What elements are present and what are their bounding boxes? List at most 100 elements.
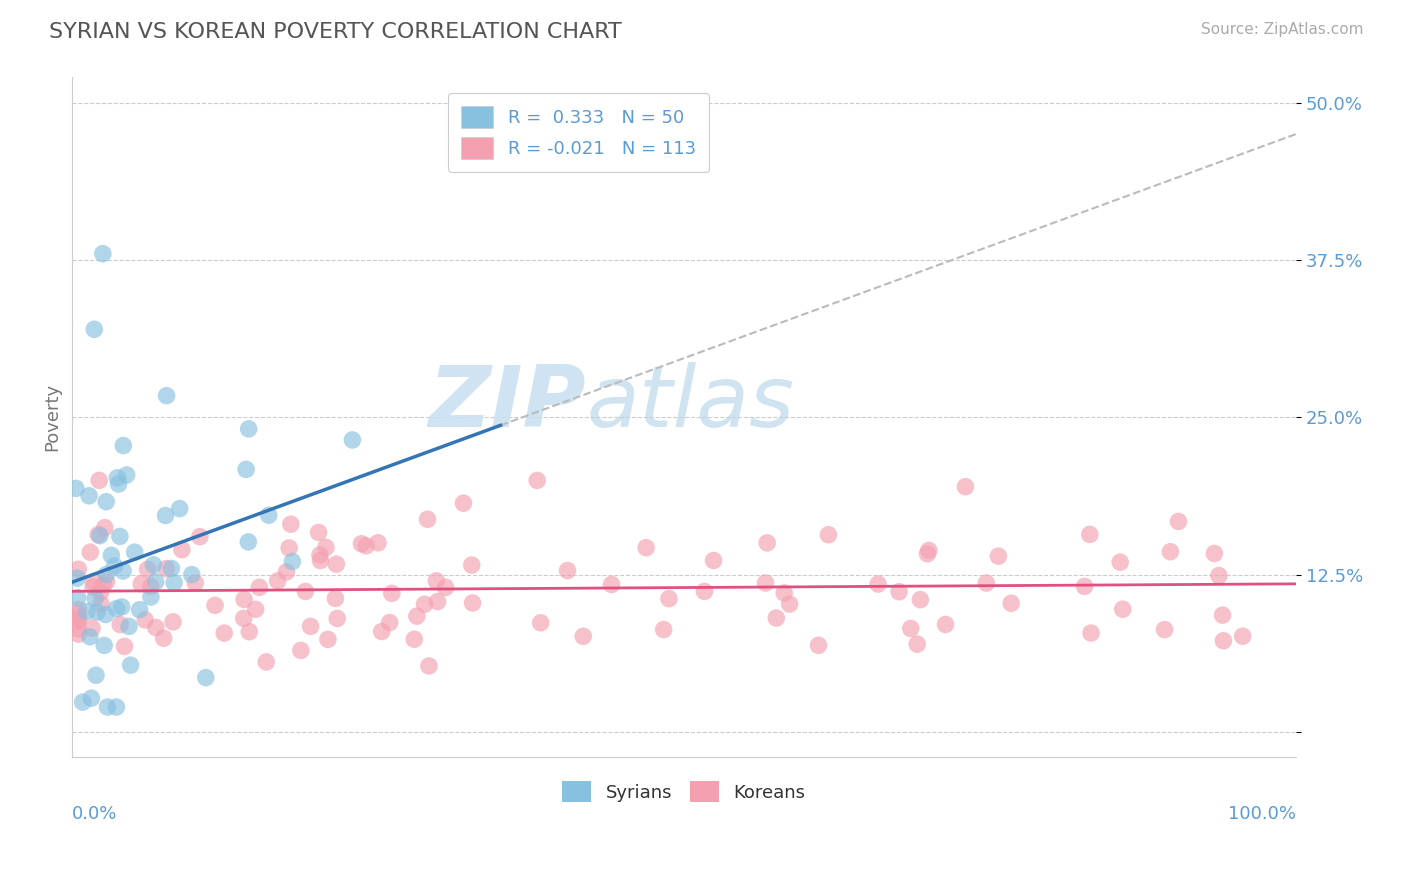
Point bbox=[134, 613, 156, 627]
Point bbox=[89, 529, 111, 543]
Point bbox=[105, 601, 128, 615]
Point bbox=[80, 691, 103, 706]
Point bbox=[82, 580, 104, 594]
Point bbox=[416, 512, 439, 526]
Point bbox=[129, 576, 152, 591]
Point bbox=[108, 529, 131, 543]
Point bbox=[120, 658, 142, 673]
Point bbox=[96, 700, 118, 714]
Point bbox=[82, 621, 104, 635]
Point bbox=[756, 536, 779, 550]
Point bbox=[257, 508, 280, 523]
Legend: Syrians, Koreans: Syrians, Koreans bbox=[555, 774, 813, 810]
Point bbox=[104, 558, 127, 573]
Point bbox=[276, 565, 298, 579]
Point bbox=[112, 438, 135, 452]
Point bbox=[124, 545, 146, 559]
Point bbox=[235, 462, 257, 476]
Point bbox=[1112, 602, 1135, 616]
Point bbox=[169, 501, 191, 516]
Point bbox=[1159, 545, 1181, 559]
Point bbox=[100, 549, 122, 563]
Point bbox=[413, 597, 436, 611]
Point bbox=[145, 574, 167, 589]
Point bbox=[115, 467, 138, 482]
Point bbox=[72, 695, 94, 709]
Point bbox=[96, 574, 118, 589]
Point bbox=[118, 619, 141, 633]
Point bbox=[93, 578, 115, 592]
Point bbox=[309, 548, 332, 562]
Point bbox=[238, 624, 260, 639]
Point bbox=[155, 389, 177, 403]
Point bbox=[89, 474, 111, 488]
Point bbox=[155, 508, 177, 523]
Point bbox=[434, 580, 457, 594]
Text: SYRIAN VS KOREAN POVERTY CORRELATION CHART: SYRIAN VS KOREAN POVERTY CORRELATION CHA… bbox=[49, 22, 621, 42]
Point bbox=[1167, 515, 1189, 529]
Point bbox=[66, 571, 89, 585]
Point bbox=[180, 567, 202, 582]
Point bbox=[86, 605, 108, 619]
Point bbox=[918, 543, 941, 558]
Point bbox=[114, 640, 136, 654]
Point bbox=[955, 480, 977, 494]
Point bbox=[245, 602, 267, 616]
Point bbox=[266, 574, 288, 588]
Point bbox=[934, 617, 956, 632]
Point bbox=[96, 567, 118, 582]
Point bbox=[354, 539, 377, 553]
Point bbox=[91, 246, 114, 260]
Point bbox=[232, 611, 254, 625]
Point bbox=[868, 577, 890, 591]
Point bbox=[1109, 555, 1132, 569]
Point bbox=[1000, 596, 1022, 610]
Point bbox=[294, 584, 316, 599]
Point bbox=[66, 591, 89, 605]
Point bbox=[461, 558, 484, 573]
Point bbox=[290, 643, 312, 657]
Point bbox=[163, 575, 186, 590]
Point bbox=[254, 655, 277, 669]
Point bbox=[128, 603, 150, 617]
Point bbox=[67, 562, 90, 576]
Point bbox=[461, 596, 484, 610]
Point bbox=[278, 541, 301, 555]
Point bbox=[325, 557, 347, 571]
Point bbox=[107, 477, 129, 491]
Point bbox=[233, 592, 256, 607]
Point bbox=[910, 592, 932, 607]
Point bbox=[96, 494, 118, 508]
Point bbox=[418, 659, 440, 673]
Point bbox=[350, 537, 373, 551]
Point bbox=[636, 541, 658, 555]
Text: ZIP: ZIP bbox=[429, 362, 586, 445]
Point bbox=[1232, 629, 1254, 643]
Point bbox=[453, 496, 475, 510]
Point bbox=[139, 579, 162, 593]
Point bbox=[773, 586, 796, 600]
Point bbox=[84, 668, 107, 682]
Point bbox=[247, 580, 270, 594]
Point bbox=[887, 584, 910, 599]
Point bbox=[105, 471, 128, 485]
Point bbox=[142, 558, 165, 572]
Point bbox=[67, 614, 90, 628]
Point bbox=[315, 541, 337, 555]
Point bbox=[184, 575, 207, 590]
Point bbox=[110, 617, 132, 632]
Point bbox=[162, 615, 184, 629]
Point bbox=[754, 576, 776, 591]
Point bbox=[87, 527, 110, 541]
Point bbox=[326, 611, 349, 625]
Point bbox=[280, 517, 302, 532]
Point bbox=[693, 584, 716, 599]
Point bbox=[238, 422, 260, 436]
Point bbox=[1153, 623, 1175, 637]
Point bbox=[238, 535, 260, 549]
Point bbox=[316, 632, 339, 647]
Point bbox=[67, 607, 90, 622]
Point bbox=[572, 629, 595, 643]
Point bbox=[67, 622, 90, 636]
Point bbox=[281, 555, 304, 569]
